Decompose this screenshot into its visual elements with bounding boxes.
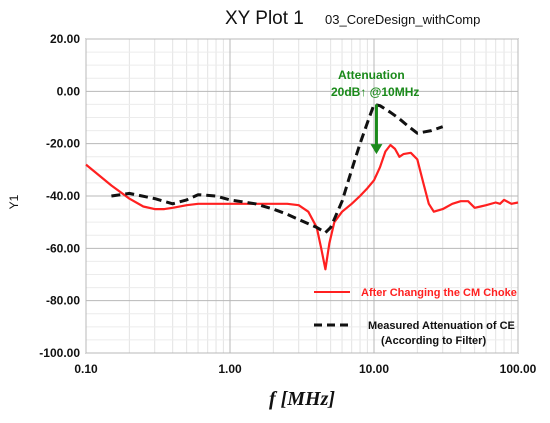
annotation-line-2: 20dB↑ @10MHz <box>331 85 419 99</box>
legend-label-red: After Changing the CM Choke <box>361 287 517 299</box>
legend-label-black-line-1: Measured Attenuation of CE <box>368 320 515 332</box>
series-layer <box>85 102 519 271</box>
x-tick-label: 1.00 <box>218 362 242 376</box>
x-tick-labels: 0.10 1.00 10.00 100.00 <box>74 362 536 376</box>
y-tick-label: 20.00 <box>50 32 80 46</box>
x-tick-label: 10.00 <box>359 362 389 376</box>
y-tick-labels: 20.00 0.00 -20.00 -40.00 -60.00 -80.00 -100.00 <box>39 32 80 360</box>
chart-subtitle: 03_CoreDesign_withComp <box>325 12 480 27</box>
y-axis-label: Y1 <box>7 194 21 209</box>
series-line-red <box>85 143 519 271</box>
y-tick-label: -60.00 <box>46 241 80 255</box>
annotation-arrow-head <box>370 144 383 155</box>
legend-label-black-line-2: (According to Filter) <box>381 335 486 347</box>
y-tick-label: -40.00 <box>46 189 80 203</box>
legend: After Changing the CM Choke Measured Att… <box>314 287 517 347</box>
x-tick-label: 100.00 <box>500 362 537 376</box>
y-tick-label: 0.00 <box>57 84 81 98</box>
y-tick-label: -20.00 <box>46 137 80 151</box>
y-tick-label: -100.00 <box>39 346 80 360</box>
x-tick-label: 0.10 <box>74 362 98 376</box>
y-tick-label: -80.00 <box>46 294 80 308</box>
grid-lines <box>85 38 519 354</box>
x-axis-label: f [MHz] <box>269 388 335 410</box>
annotation-line-1: Attenuation <box>338 68 405 82</box>
chart-title: XY Plot 1 <box>225 8 304 29</box>
annotation: Attenuation 20dB↑ @10MHz <box>331 68 419 155</box>
